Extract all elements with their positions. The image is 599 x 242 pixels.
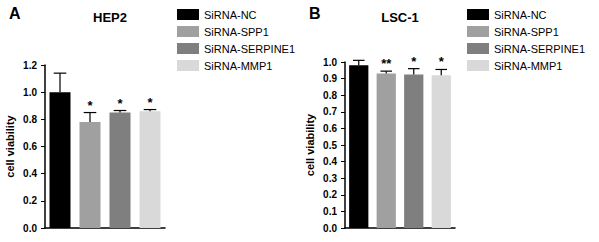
svg-text:LSC-1: LSC-1 [381, 10, 419, 25]
svg-text:SiRNA-NC: SiRNA-NC [494, 9, 547, 21]
svg-text:0.4: 0.4 [323, 156, 337, 167]
svg-text:0.3: 0.3 [323, 173, 337, 184]
svg-text:SiRNA-SPP1: SiRNA-SPP1 [494, 26, 559, 38]
svg-text:1.0: 1.0 [323, 57, 337, 68]
svg-text:*: * [147, 95, 153, 110]
svg-text:SiRNA-SPP1: SiRNA-SPP1 [204, 26, 269, 38]
svg-text:A: A [9, 5, 21, 22]
svg-text:HEP2: HEP2 [93, 10, 127, 25]
svg-text:SiRNA-MMP1: SiRNA-MMP1 [494, 60, 562, 72]
svg-text:B: B [309, 5, 321, 22]
svg-text:1.2: 1.2 [23, 60, 37, 71]
svg-text:cell viability: cell viability [4, 114, 16, 177]
svg-text:SiRNA-SERPINE1: SiRNA-SERPINE1 [204, 43, 295, 55]
svg-text:0.4: 0.4 [23, 168, 37, 179]
svg-text:0.7: 0.7 [323, 106, 337, 117]
svg-text:*: * [411, 54, 417, 69]
svg-text:*: * [117, 96, 123, 111]
svg-text:SiRNA-MMP1: SiRNA-MMP1 [204, 60, 272, 72]
svg-text:0.5: 0.5 [323, 140, 337, 151]
svg-text:0.6: 0.6 [323, 123, 337, 134]
svg-text:0.0: 0.0 [323, 223, 337, 234]
svg-text:*: * [439, 54, 445, 69]
svg-text:SiRNA-NC: SiRNA-NC [204, 9, 257, 21]
svg-text:1.0: 1.0 [23, 87, 37, 98]
svg-text:0.8: 0.8 [323, 90, 337, 101]
svg-text:0.0: 0.0 [23, 223, 37, 234]
svg-text:0.2: 0.2 [23, 195, 37, 206]
svg-text:SiRNA-SERPINE1: SiRNA-SERPINE1 [494, 43, 585, 55]
svg-text:*: * [87, 98, 93, 113]
svg-text:0.6: 0.6 [23, 141, 37, 152]
svg-text:0.8: 0.8 [23, 114, 37, 125]
svg-text:**: ** [381, 56, 392, 71]
svg-text:0.9: 0.9 [323, 73, 337, 84]
svg-text:0.2: 0.2 [323, 189, 337, 200]
svg-text:cell viability: cell viability [304, 113, 316, 176]
svg-text:0.1: 0.1 [323, 206, 337, 217]
